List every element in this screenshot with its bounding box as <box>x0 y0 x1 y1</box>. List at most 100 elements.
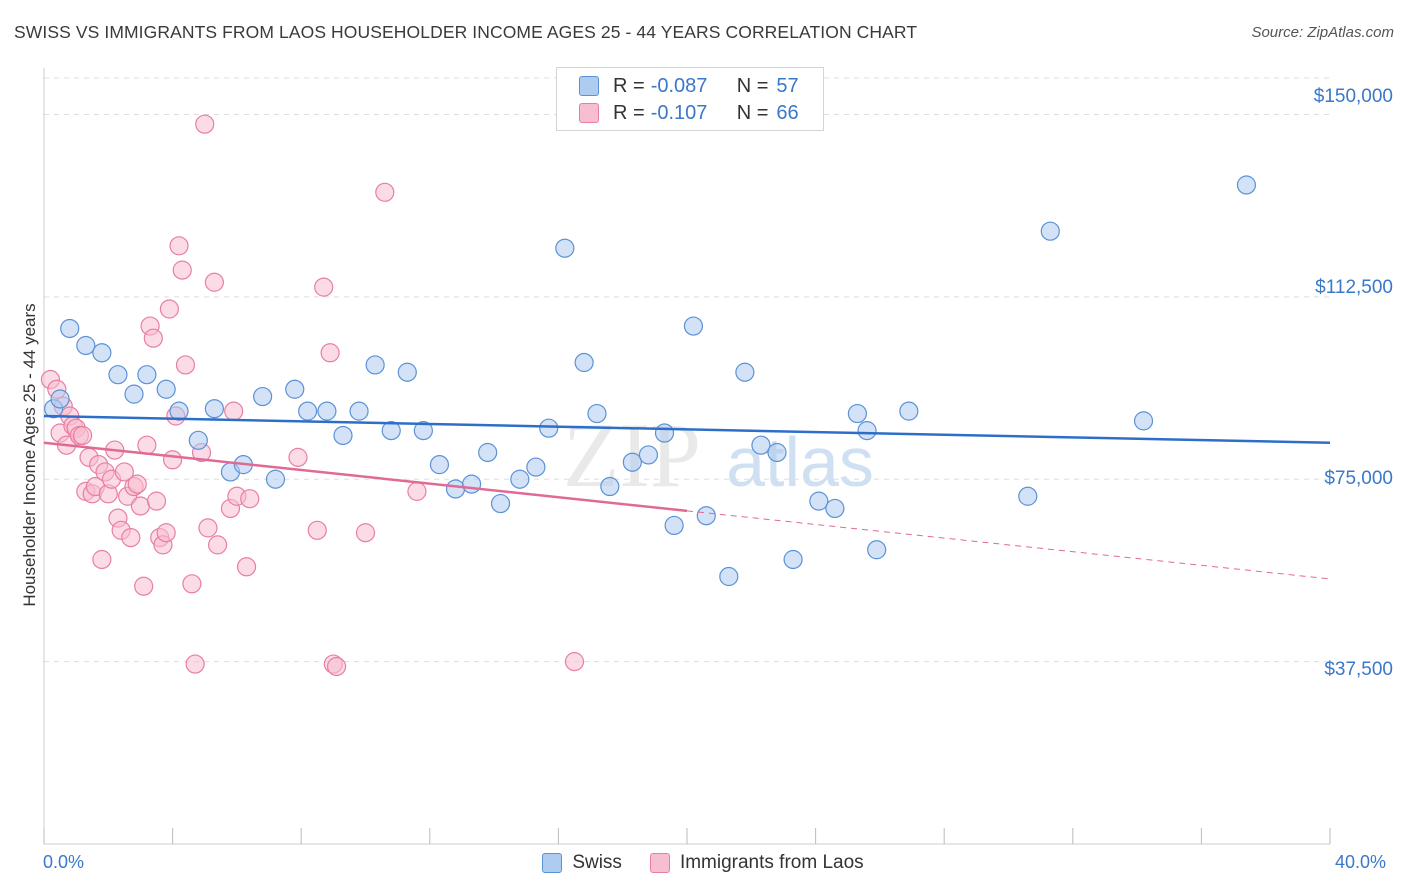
data-point <box>240 489 260 509</box>
data-point <box>134 576 154 596</box>
data-point <box>847 403 867 424</box>
data-point <box>185 654 205 674</box>
data-point <box>1236 175 1257 195</box>
data-point <box>146 491 167 511</box>
data-point <box>188 430 208 450</box>
data-point <box>175 355 196 375</box>
data-point <box>381 421 401 441</box>
n-value: 57 <box>776 74 799 97</box>
data-point <box>574 352 594 373</box>
y-tick-label: $37,500 <box>1324 659 1393 680</box>
data-point <box>172 260 192 280</box>
legend-label: Immigrants from Laos <box>679 852 864 873</box>
data-point <box>478 442 498 463</box>
legend-item-laos[interactable]: Immigrants from Laos <box>649 852 864 874</box>
series-legend: Swiss Immigrants from Laos <box>0 852 1406 874</box>
data-point <box>204 272 224 292</box>
data-point <box>375 182 395 202</box>
data-point <box>169 401 189 421</box>
data-point <box>114 462 134 482</box>
data-point <box>899 401 919 421</box>
data-point <box>413 421 433 441</box>
data-point <box>50 389 70 409</box>
data-point <box>72 425 93 446</box>
data-point <box>1018 486 1038 506</box>
data-point <box>1040 221 1060 241</box>
data-point <box>224 401 244 421</box>
data-point <box>130 496 151 516</box>
n-value: 66 <box>776 101 799 124</box>
laos-series <box>40 114 585 677</box>
data-point <box>867 540 887 560</box>
r-value: -0.107 <box>650 101 708 124</box>
data-point <box>638 445 659 465</box>
data-point <box>555 238 575 258</box>
data-point <box>461 474 482 494</box>
data-point <box>564 652 585 672</box>
x-tick-label-min: 0.0% <box>43 852 85 872</box>
trendlines <box>43 414 1331 580</box>
data-point <box>539 418 559 438</box>
y-tick-label: $75,000 <box>1324 468 1393 489</box>
watermark-atlas: atlas <box>726 423 874 501</box>
stats-legend-swiss: R = -0.087 N = 57 <box>579 73 799 99</box>
data-point <box>143 328 163 348</box>
data-point <box>265 469 286 489</box>
r-label: R = <box>613 74 645 97</box>
data-point <box>355 523 376 543</box>
data-point <box>163 450 183 470</box>
n-label: N = <box>736 74 769 97</box>
data-point <box>510 469 530 489</box>
data-point <box>317 401 337 421</box>
data-point <box>137 435 157 455</box>
data-point <box>208 535 228 555</box>
data-point <box>825 498 845 519</box>
data-point <box>326 656 347 677</box>
data-point <box>156 523 176 543</box>
axes <box>43 68 1331 845</box>
trend-line <box>43 441 688 513</box>
chart-title: SWISS VS IMMIGRANTS FROM LAOS HOUSEHOLDE… <box>14 22 918 42</box>
data-point <box>236 557 257 577</box>
data-point <box>159 299 179 319</box>
laos-swatch-icon <box>649 853 670 873</box>
data-point <box>490 493 511 514</box>
data-point <box>204 399 224 419</box>
data-point <box>92 343 112 363</box>
data-point <box>857 421 877 441</box>
data-point <box>600 476 620 497</box>
data-point <box>137 365 157 385</box>
data-point <box>121 527 141 548</box>
data-point <box>683 316 704 336</box>
swiss-swatch-icon <box>542 853 563 873</box>
data-point <box>407 481 427 501</box>
y-tick-label: $150,000 <box>1313 86 1393 107</box>
data-point <box>253 386 273 407</box>
data-point <box>108 365 128 385</box>
data-point <box>124 384 144 404</box>
y-axis-label: Householder Income Ages 25 - 44 years <box>20 303 39 607</box>
laos-swatch-icon <box>579 103 599 123</box>
data-point <box>397 362 417 382</box>
swiss-swatch-icon <box>579 76 599 96</box>
data-point <box>526 457 546 477</box>
data-point <box>735 362 755 382</box>
data-point <box>314 277 334 297</box>
data-point <box>696 506 716 526</box>
data-point <box>60 318 80 339</box>
data-point <box>767 442 787 463</box>
data-point <box>288 447 308 467</box>
data-point <box>298 401 318 421</box>
n-label: N = <box>736 101 769 124</box>
r-value: -0.087 <box>650 74 708 97</box>
data-point <box>198 518 218 538</box>
stats-legend-laos: R = -0.107 N = 66 <box>579 100 799 126</box>
trend-line <box>43 414 1331 445</box>
data-point <box>654 423 675 443</box>
data-point <box>1133 411 1154 431</box>
legend-item-swiss[interactable]: Swiss <box>542 852 622 874</box>
data-point <box>664 515 684 536</box>
data-point <box>349 401 369 421</box>
data-point <box>751 435 771 455</box>
stats-legend: R = -0.087 N = 57 R = -0.107 N = 66 <box>556 67 824 131</box>
